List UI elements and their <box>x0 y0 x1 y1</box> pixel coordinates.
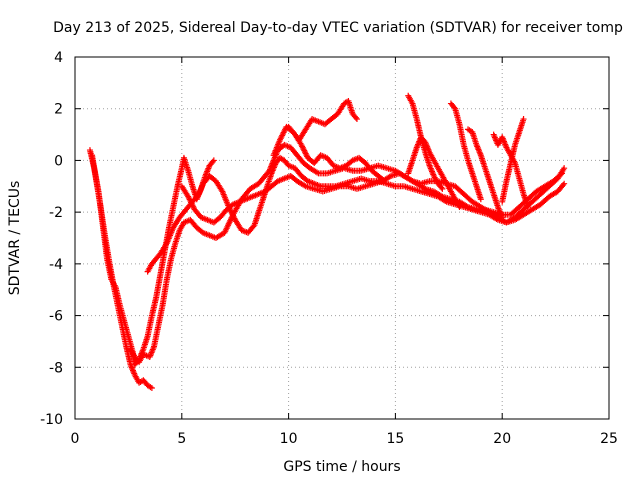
y-axis-label: SDTVAR / TECUs <box>7 181 23 296</box>
data-points <box>86 92 568 391</box>
x-tick-label: 15 <box>386 431 404 447</box>
series-track-11 <box>465 126 506 221</box>
data-point-marker <box>559 170 566 177</box>
series-track-2 <box>89 152 155 391</box>
y-tick-label: 2 <box>54 102 63 118</box>
data-point-marker <box>456 203 463 210</box>
y-tick-label: -2 <box>49 205 63 221</box>
x-axis-label: GPS time / hours <box>283 459 400 475</box>
data-point-marker <box>438 184 445 191</box>
data-point-marker <box>524 203 531 210</box>
data-point-marker <box>477 196 484 203</box>
y-tick-label: -4 <box>49 257 63 273</box>
data-point-marker <box>209 158 216 165</box>
y-tick-label: 0 <box>54 153 63 169</box>
data-point-marker <box>561 180 568 187</box>
data-point-marker <box>380 177 387 184</box>
series-track-5 <box>178 170 566 226</box>
series-track-3 <box>127 141 568 366</box>
data-point-marker <box>148 384 155 391</box>
series-track-10 <box>447 100 484 203</box>
data-point-marker <box>451 104 458 111</box>
plot-frame <box>74 56 610 420</box>
data-point-marker <box>499 214 506 221</box>
series-track-7 <box>285 123 388 185</box>
data-point-marker <box>557 171 564 178</box>
series-track-9 <box>405 134 463 210</box>
data-point-marker <box>381 178 388 185</box>
data-point-marker <box>561 165 568 172</box>
data-point-marker <box>560 181 567 188</box>
data-point-marker <box>439 185 446 192</box>
data-point-marker <box>353 116 360 123</box>
x-tick-label: 25 <box>600 431 618 447</box>
x-tick-label: 5 <box>177 431 186 447</box>
data-point-marker <box>210 157 217 164</box>
y-tick-label: -8 <box>49 360 63 376</box>
chart-title: Day 213 of 2025, Sidereal Day-to-day VTE… <box>53 20 623 36</box>
y-tick-label: -6 <box>49 309 63 325</box>
y-tick-label: -10 <box>40 412 63 428</box>
x-tick-label: 0 <box>71 431 80 447</box>
y-tick-label: 4 <box>54 50 63 66</box>
x-tick-label: 20 <box>493 431 511 447</box>
data-point-marker <box>520 116 527 123</box>
x-tick-label: 10 <box>280 431 298 447</box>
axis-ticks: 0 5 10 15 20 25 -10 -8 -6 -4 -2 0 2 4 <box>40 50 618 447</box>
series-track-6 <box>270 97 360 159</box>
series-track-13 <box>490 131 531 210</box>
data-point-marker <box>352 114 359 121</box>
